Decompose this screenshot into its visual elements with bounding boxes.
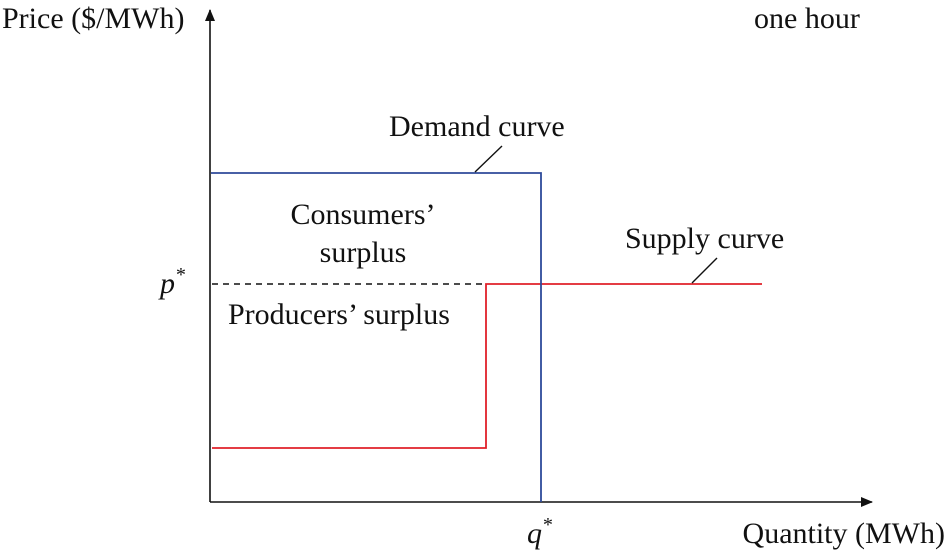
equilibrium-quantity-symbol: q*: [527, 514, 552, 550]
price-symbol-star: *: [175, 264, 185, 286]
period-label: one hour: [754, 2, 860, 35]
price-symbol-letter: p: [158, 267, 175, 300]
demand-label-leader: [474, 145, 503, 173]
supply-curve-label: Supply curve: [625, 222, 784, 255]
demand-curve-label: Demand curve: [389, 110, 565, 143]
supply-curve: [212, 283, 762, 449]
supply-label-leader: [691, 257, 718, 284]
quantity-symbol-letter: q: [527, 517, 542, 550]
x-axis-label: Quantity (MWh): [743, 517, 945, 550]
consumers-surplus-label-line1: Consumers’: [291, 198, 436, 231]
producers-surplus-label: Producers’ surplus: [228, 298, 450, 331]
y-axis-label: Price ($/MWh): [2, 2, 184, 35]
equilibrium-price-symbol: p*: [158, 264, 185, 300]
consumers-surplus-label-line2: surplus: [320, 236, 407, 269]
demand-curve: [211, 172, 542, 502]
quantity-symbol-star: *: [542, 514, 552, 536]
